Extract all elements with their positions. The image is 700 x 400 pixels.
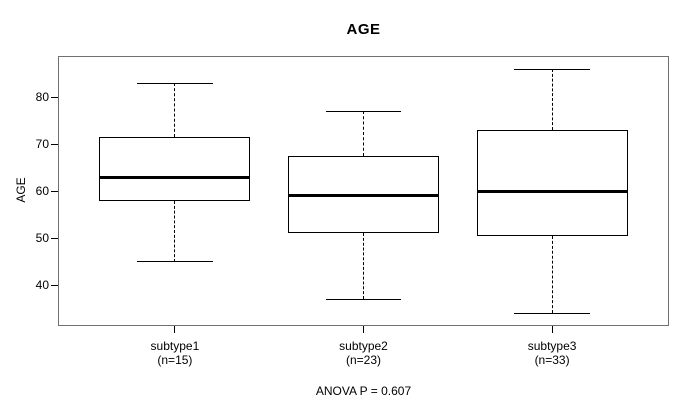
x-category-count-label: (n=15) <box>157 353 193 367</box>
upper-whisker-cap <box>137 82 213 84</box>
lower-whisker-line <box>363 233 364 300</box>
upper-whisker-line <box>551 69 553 131</box>
x-category-label: subtype2 <box>339 339 388 353</box>
median-line <box>289 194 438 198</box>
x-axis-tick <box>363 326 364 333</box>
y-axis-tick <box>51 190 58 192</box>
y-axis-tick-label: 60 <box>35 184 49 199</box>
upper-whisker-cap <box>514 68 590 70</box>
iqr-box <box>476 130 628 236</box>
y-axis-tick <box>51 284 58 286</box>
upper-whisker-line <box>363 111 364 156</box>
x-category-label: subtype1 <box>150 339 200 353</box>
x-category-label: subtype3 <box>527 339 577 353</box>
lower-whisker-cap <box>137 261 213 263</box>
median-line <box>100 175 250 179</box>
x-axis-tick <box>174 326 176 333</box>
anova-p-annotation: ANOVA P = 0.607 <box>315 384 412 398</box>
x-category-count-label: (n=23) <box>345 353 382 367</box>
chart-title: AGE <box>346 21 381 38</box>
y-axis-tick-label: 40 <box>35 278 49 293</box>
upper-whisker-line <box>174 83 176 138</box>
lower-whisker-line <box>174 200 176 262</box>
y-axis-tick <box>51 143 58 145</box>
lower-whisker-cap <box>325 298 402 300</box>
y-axis-tick-label: 70 <box>35 137 49 152</box>
lower-whisker-cap <box>514 312 590 314</box>
y-axis-tick-label: 80 <box>35 90 49 105</box>
iqr-box <box>99 137 251 201</box>
y-axis-tick <box>51 237 58 239</box>
x-category-count-label: (n=33) <box>534 353 570 367</box>
y-axis-tick-label: 50 <box>35 231 49 246</box>
y-axis-tick <box>51 96 58 98</box>
median-line <box>477 189 627 193</box>
upper-whisker-cap <box>325 110 402 112</box>
x-axis-tick <box>551 326 553 333</box>
lower-whisker-line <box>551 235 553 314</box>
